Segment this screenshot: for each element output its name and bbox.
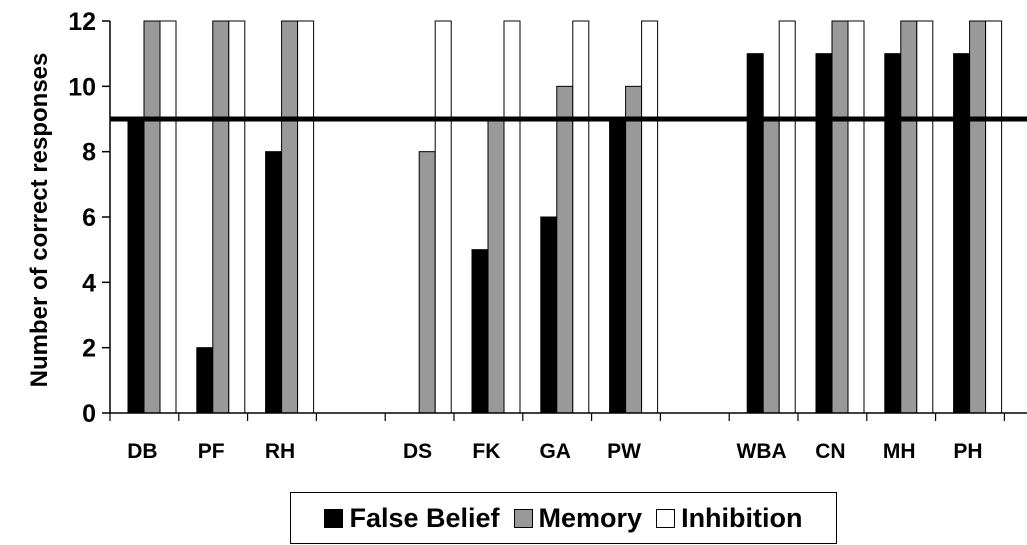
legend-label-memory: Memory <box>538 502 643 533</box>
bars-group <box>127 20 1003 414</box>
bar-false-belief <box>884 53 902 414</box>
bar-inhibition <box>641 20 659 414</box>
x-tick-label: FK <box>472 440 500 463</box>
bar-false-belief <box>196 347 214 414</box>
legend-swatch-inhibition <box>656 508 676 528</box>
x-tick-label: CN <box>815 440 845 463</box>
x-tick-label: DS <box>403 440 432 463</box>
y-tick-label: 6 <box>82 204 96 232</box>
bar-memory <box>143 20 161 414</box>
bar-false-belief <box>540 216 558 414</box>
bar-memory <box>487 118 505 414</box>
legend-swatch-false-belief <box>324 508 344 528</box>
bar-false-belief <box>609 118 627 414</box>
bar-inhibition <box>572 20 590 414</box>
bar-memory <box>762 118 780 414</box>
bar-memory <box>418 151 436 414</box>
x-tick-label: PF <box>198 440 225 463</box>
x-axis-ticks: DB PF RH DS FK GA PW WBA CN MH PH <box>109 413 1006 463</box>
x-tick-label: MH <box>883 440 916 463</box>
y-tick-label: 4 <box>82 269 96 297</box>
y-tick-label: 8 <box>82 139 96 167</box>
x-tick-label: PW <box>607 440 641 463</box>
legend-item-memory: Memory <box>513 502 643 534</box>
bar-chart: 0 2 4 6 8 10 12 DB PF RH DS FK GA PW WBA CN MH PH Number… <box>26 8 1027 463</box>
bar-false-belief <box>953 53 971 414</box>
bar-inhibition <box>434 20 452 414</box>
bar-memory <box>969 20 987 414</box>
bar-memory <box>281 20 299 414</box>
y-axis-label: Number of correct responses <box>26 53 53 388</box>
bar-inhibition <box>778 20 796 414</box>
bar-memory <box>831 20 849 414</box>
bar-inhibition <box>916 20 934 414</box>
bar-false-belief <box>127 118 145 414</box>
bar-false-belief <box>746 53 764 414</box>
bar-memory <box>212 20 230 414</box>
bar-false-belief <box>471 249 489 414</box>
bar-memory <box>556 85 574 414</box>
y-tick-label: 10 <box>68 73 96 101</box>
legend-label-false-belief: False Belief <box>349 502 500 533</box>
y-tick-label: 2 <box>82 335 96 363</box>
bar-false-belief <box>265 151 283 414</box>
x-tick-label: WBA <box>737 440 787 463</box>
y-axis-ticks: 0 2 4 6 8 10 12 <box>68 8 110 428</box>
legend-label-inhibition: Inhibition <box>681 502 803 533</box>
bar-memory <box>625 85 643 414</box>
x-tick-label: PH <box>953 440 982 463</box>
bar-inhibition <box>159 20 177 414</box>
bar-inhibition <box>985 20 1003 414</box>
legend-swatch-memory <box>513 508 533 528</box>
bar-memory <box>900 20 918 414</box>
y-tick-label: 12 <box>68 8 96 36</box>
legend-item-false-belief: False Belief <box>324 502 500 534</box>
legend-item-inhibition: Inhibition <box>656 502 803 534</box>
x-tick-label: RH <box>265 440 295 463</box>
bar-inhibition <box>228 20 246 414</box>
bar-false-belief <box>815 53 833 414</box>
bar-inhibition <box>503 20 521 414</box>
legend: False Belief Memory Inhibition <box>290 492 837 544</box>
x-tick-label: DB <box>127 440 157 463</box>
x-tick-label: GA <box>539 440 571 463</box>
bar-inhibition <box>297 20 315 414</box>
bar-inhibition <box>847 20 865 414</box>
y-tick-label: 0 <box>82 400 96 428</box>
